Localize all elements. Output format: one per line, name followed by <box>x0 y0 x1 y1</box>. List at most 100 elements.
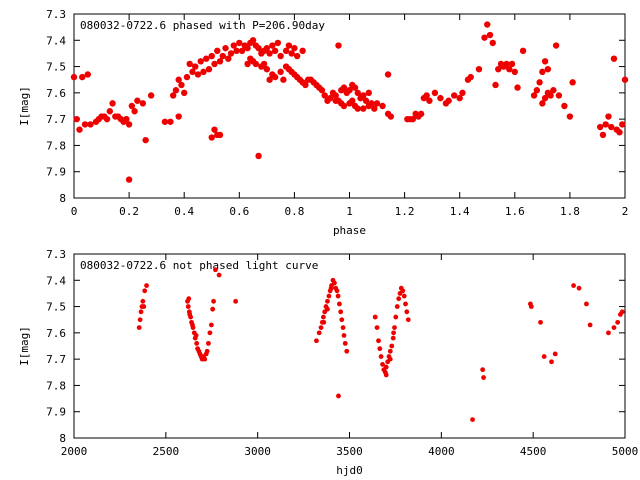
data-point <box>587 322 593 328</box>
data-point <box>214 47 221 54</box>
data-point <box>339 317 345 323</box>
x-tick-label: 3000 <box>244 445 271 458</box>
x-axis-label: hjd0 <box>336 464 363 477</box>
data-point <box>103 115 111 123</box>
y-tick-label: 7.7 <box>46 113 66 126</box>
data-point <box>393 314 399 320</box>
data-point <box>365 102 372 110</box>
data-point <box>125 121 133 128</box>
data-point <box>383 364 389 370</box>
data-point <box>383 372 389 378</box>
x-tick-label: 0.8 <box>284 205 304 218</box>
data-point <box>405 317 411 323</box>
data-point <box>530 92 538 99</box>
y-tick-label: 7.6 <box>46 87 66 100</box>
data-point <box>169 92 177 99</box>
x-tick-label: 1.6 <box>505 205 525 218</box>
data-point <box>175 76 182 83</box>
data-point <box>327 94 334 102</box>
y-tick-label: 7.3 <box>46 248 66 261</box>
data-point <box>79 73 86 81</box>
data-point <box>192 63 199 70</box>
data-point <box>325 306 330 312</box>
data-point <box>210 306 216 312</box>
data-point <box>606 330 611 336</box>
y-tick-label: 7.8 <box>46 379 66 392</box>
data-point <box>426 97 433 104</box>
data-point <box>255 44 262 52</box>
data-point <box>204 348 210 354</box>
data-point <box>208 134 215 141</box>
data-point <box>610 55 618 62</box>
data-point <box>266 76 273 83</box>
data-point <box>249 37 257 44</box>
data-point <box>335 42 342 49</box>
data-point <box>616 129 623 136</box>
data-point <box>619 121 626 128</box>
data-point <box>128 102 136 110</box>
data-point <box>197 58 204 65</box>
data-point <box>282 47 290 54</box>
data-point <box>409 115 417 123</box>
data-point <box>377 346 383 352</box>
data-point <box>608 123 615 131</box>
data-point <box>299 47 306 54</box>
data-point <box>225 55 232 62</box>
data-point <box>508 60 516 68</box>
data-point <box>387 348 393 354</box>
data-point <box>392 325 397 330</box>
data-point <box>552 351 558 357</box>
data-point <box>326 293 332 299</box>
panel-1: 0 0.2 0.4 0.6 0.8 1 1.2 1.4 1.6 1.8 2 7.3 7.4 7.5 7.6 7… <box>18 8 628 237</box>
data-point <box>293 52 301 60</box>
data-point <box>354 89 361 97</box>
data-point <box>178 81 185 89</box>
data-point <box>205 66 213 73</box>
data-point <box>318 325 324 330</box>
data-point <box>541 354 547 359</box>
data-point <box>605 113 612 120</box>
data-point <box>211 298 216 304</box>
y-tick-label: 7.5 <box>46 301 66 314</box>
data-point <box>528 304 534 309</box>
data-point <box>514 84 521 91</box>
data-point <box>611 325 617 330</box>
data-point <box>144 283 149 288</box>
data-point <box>506 66 513 73</box>
data-point <box>336 301 342 307</box>
x-tick-label: 2 <box>622 205 629 218</box>
data-point <box>181 89 188 97</box>
data-point <box>211 60 218 68</box>
data-point <box>106 108 114 115</box>
data-point <box>139 100 147 107</box>
data-point <box>391 330 396 336</box>
data-point <box>137 317 143 323</box>
data-point <box>183 73 191 81</box>
data-point <box>597 123 604 131</box>
data-point <box>189 68 196 76</box>
data-point <box>222 44 229 52</box>
x-tick-label: 4000 <box>428 445 455 458</box>
data-point <box>125 176 133 183</box>
data-point <box>354 105 361 112</box>
data-point <box>336 393 341 399</box>
data-point <box>202 356 208 362</box>
data-point <box>394 304 400 309</box>
y-tick-label: 7.9 <box>46 406 66 419</box>
data-point <box>484 21 491 28</box>
data-point <box>190 322 195 328</box>
y-tick-label: 8 <box>59 432 66 445</box>
y-tick-label: 7.5 <box>46 61 66 74</box>
data-point <box>390 335 396 341</box>
data-point <box>332 92 339 99</box>
data-point <box>349 97 356 104</box>
data-point <box>511 68 518 76</box>
data-point <box>271 47 279 54</box>
y-tick-label: 7.9 <box>46 166 66 179</box>
data-point <box>334 288 340 294</box>
plot-title: 080032-0722.6 phased with P=206.90day <box>80 19 325 32</box>
panel-2: 2000 2500 3000 3500 4000 4500 5000 7.3 7.4 7.5 7.6… <box>18 248 638 477</box>
data-point <box>456 94 463 102</box>
data-point <box>318 87 326 94</box>
